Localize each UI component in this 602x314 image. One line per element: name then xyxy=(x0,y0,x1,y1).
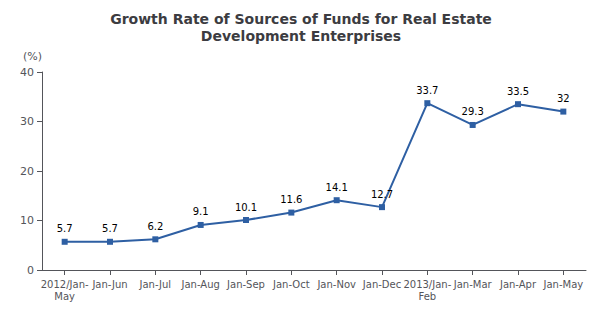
svg-text:Development Enterprises: Development Enterprises xyxy=(201,28,401,44)
svg-text:10: 10 xyxy=(20,214,34,227)
svg-text:0: 0 xyxy=(27,264,34,277)
svg-text:9.1: 9.1 xyxy=(193,206,209,217)
svg-text:32: 32 xyxy=(557,93,570,104)
svg-text:40: 40 xyxy=(20,66,34,79)
svg-text:10.1: 10.1 xyxy=(235,202,257,213)
svg-text:Jan-Sep: Jan-Sep xyxy=(226,279,265,290)
svg-text:12.7: 12.7 xyxy=(371,189,393,200)
svg-text:Jan-Jul: Jan-Jul xyxy=(139,279,172,290)
svg-text:20: 20 xyxy=(20,165,34,178)
svg-text:2012/Jan-: 2012/Jan- xyxy=(41,279,89,290)
svg-text:33.5: 33.5 xyxy=(507,86,529,97)
svg-text:Jan-Oct: Jan-Oct xyxy=(272,279,310,290)
svg-text:14.1: 14.1 xyxy=(326,182,348,193)
svg-text:2013/Jan-: 2013/Jan- xyxy=(403,279,451,290)
svg-text:Jan-Apr: Jan-Apr xyxy=(499,279,537,290)
svg-text:5.7: 5.7 xyxy=(57,223,73,234)
svg-text:May: May xyxy=(54,291,75,302)
svg-text:33.7: 33.7 xyxy=(416,85,438,96)
svg-text:11.6: 11.6 xyxy=(280,194,302,205)
svg-text:Jan-Nov: Jan-Nov xyxy=(316,279,356,290)
svg-text:Jan-Jun: Jan-Jun xyxy=(91,279,127,290)
svg-text:Jan-Dec: Jan-Dec xyxy=(362,279,401,290)
svg-text:5.7: 5.7 xyxy=(102,223,118,234)
svg-text:Feb: Feb xyxy=(418,291,436,302)
svg-text:30: 30 xyxy=(20,115,34,128)
svg-text:Growth Rate of Sources of Fund: Growth Rate of Sources of Funds for Real… xyxy=(110,11,492,27)
svg-text:Jan-May: Jan-May xyxy=(542,279,583,290)
svg-text:Jan-Mar: Jan-Mar xyxy=(453,279,493,290)
svg-text:6.2: 6.2 xyxy=(147,221,163,232)
svg-text:Jan-Aug: Jan-Aug xyxy=(180,279,219,290)
svg-text:(%): (%) xyxy=(23,50,42,63)
svg-text:29.3: 29.3 xyxy=(462,106,484,117)
